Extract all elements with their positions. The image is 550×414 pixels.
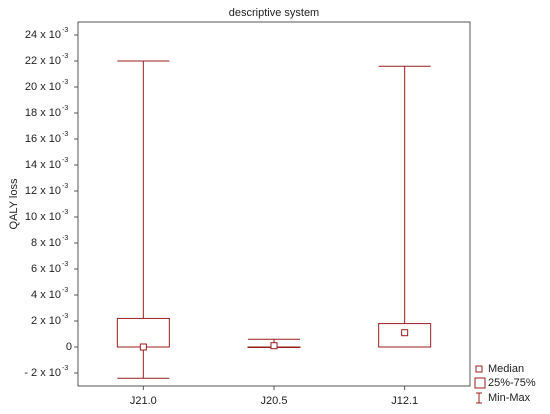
y-tick-exponent: -3 xyxy=(62,53,68,60)
y-tick-label: 18 x 10 xyxy=(25,107,61,119)
y-tick-exponent: -3 xyxy=(62,27,68,34)
y-tick-label: - 2 x 10 xyxy=(24,367,61,379)
y-tick-exponent: -3 xyxy=(62,235,68,242)
y-tick-label: 12 x 10 xyxy=(25,185,61,197)
y-tick-exponent: -3 xyxy=(62,105,68,112)
y-tick-exponent: -3 xyxy=(62,365,68,372)
legend-median-symbol xyxy=(475,365,483,373)
y-tick-label: 20 x 10 xyxy=(25,81,61,93)
y-tick-label: 8 x 10 xyxy=(31,237,61,249)
box xyxy=(116,317,170,348)
y-tick-exponent: -3 xyxy=(62,287,68,294)
y-tick-label: 10 x 10 xyxy=(25,211,61,223)
y-tick-exponent: -3 xyxy=(62,183,68,190)
x-tick-label: J20.5 xyxy=(261,395,288,407)
x-tick-label: J12.1 xyxy=(391,395,418,407)
y-tick-exponent: -3 xyxy=(62,209,68,216)
median xyxy=(139,343,147,351)
y-tick-label: 14 x 10 xyxy=(25,159,61,171)
y-tick-label: 2 x 10 xyxy=(31,315,61,327)
y-tick-label: 16 x 10 xyxy=(25,133,61,145)
legend-label: Median xyxy=(488,363,524,375)
y-tick-exponent: -3 xyxy=(62,261,68,268)
y-axis-label: QALY loss xyxy=(8,178,20,229)
y-tick-label: 24 x 10 xyxy=(25,29,61,41)
legend-label: 25%-75% xyxy=(488,377,536,389)
y-tick-label: 0 xyxy=(66,341,72,353)
legend-label: Min-Max xyxy=(488,392,531,404)
median xyxy=(270,342,278,350)
y-tick-exponent: -3 xyxy=(62,157,68,164)
median xyxy=(401,329,409,337)
y-tick-exponent: -3 xyxy=(62,131,68,138)
y-tick-label: 6 x 10 xyxy=(31,263,61,275)
y-tick-exponent: -3 xyxy=(62,79,68,86)
y-tick-label: 4 x 10 xyxy=(31,289,61,301)
y-tick-label: 22 x 10 xyxy=(25,55,61,67)
y-tick-exponent: -3 xyxy=(62,313,68,320)
x-tick-label: J21.0 xyxy=(130,395,157,407)
chart-title: descriptive system xyxy=(229,7,319,19)
legend-box-symbol xyxy=(474,377,486,389)
